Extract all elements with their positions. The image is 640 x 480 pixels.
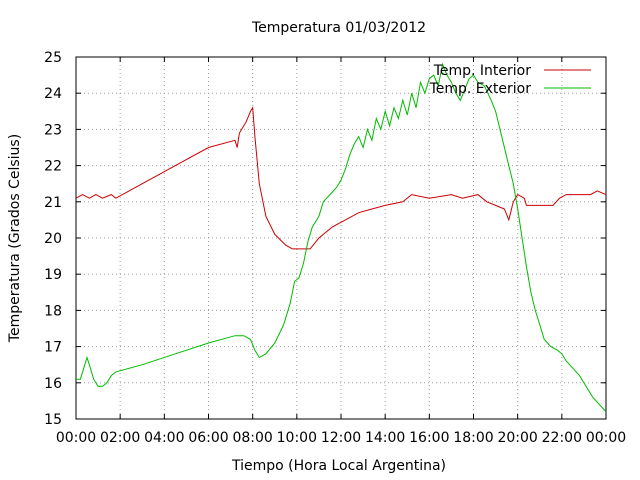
y-axis-label: Temperatura (Grados Celsius) [7, 134, 23, 343]
axis-ticks: 00:00 02:00 04:00 06:00 08:00 10:00 12:00 14:00… [44, 50, 626, 446]
y-tick-label: 25 [44, 50, 62, 66]
x-tick-label: 02:00 [100, 430, 140, 446]
series-line-exterior [76, 62, 607, 413]
y-tick-label: 23 [44, 122, 62, 138]
x-tick-label: 22:00 [542, 430, 582, 446]
y-tick-label: 18 [44, 303, 62, 319]
y-tick-label: 16 [44, 376, 62, 392]
y-tick-label: 24 [44, 86, 62, 102]
x-tick-label: 12:00 [321, 430, 361, 446]
chart-title: Temperatura 01/03/2012 [251, 20, 426, 36]
legend-label: Temp. Exterior [429, 81, 532, 97]
x-tick-label: 10:00 [277, 430, 317, 446]
series-line-interior [75, 106, 607, 250]
x-tick-label: 20:00 [497, 430, 537, 446]
x-tick-label: 06:00 [188, 430, 228, 446]
x-tick-label: 18:00 [453, 430, 493, 446]
x-tick-label: 04:00 [144, 430, 184, 446]
legend: Temp. Interior Temp. Exterior [429, 63, 591, 97]
x-tick-label: 16:00 [409, 430, 449, 446]
legend-label: Temp. Interior [433, 63, 532, 79]
grid [76, 57, 606, 419]
x-tick-label: 00:00 [56, 430, 96, 446]
x-tick-label: 00:00 [586, 430, 626, 446]
x-tick-label: 14:00 [365, 430, 405, 446]
y-tick-label: 22 [44, 159, 62, 175]
y-tick-label: 21 [44, 195, 62, 211]
x-tick-label: 08:00 [232, 430, 272, 446]
y-tick-label: 17 [44, 340, 62, 356]
y-tick-label: 19 [44, 267, 62, 283]
x-axis-label: Tiempo (Hora Local Argentina) [231, 458, 446, 474]
series-group [75, 62, 607, 413]
y-tick-label: 15 [44, 412, 62, 428]
y-tick-label: 20 [44, 231, 62, 247]
